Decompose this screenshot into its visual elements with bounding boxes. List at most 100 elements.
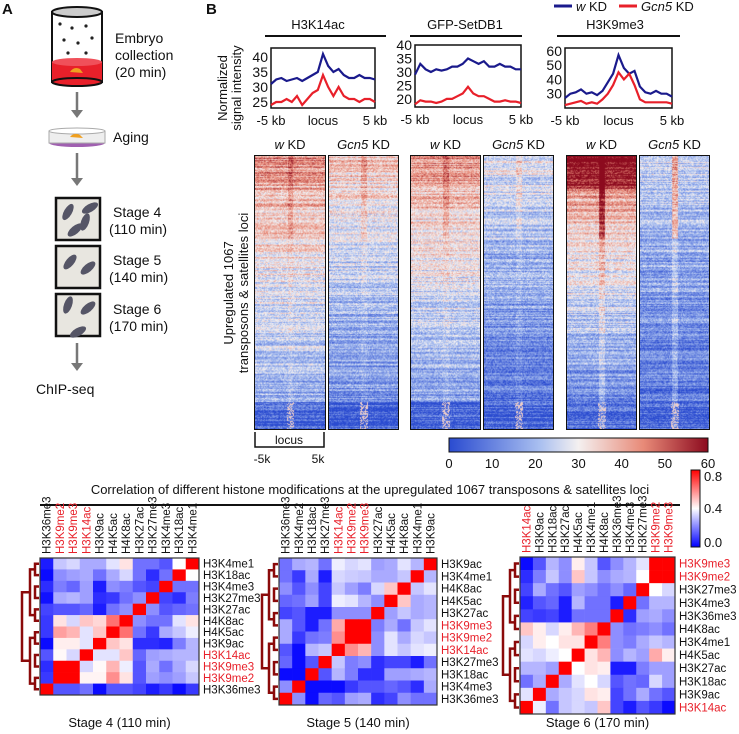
correlation-cell <box>371 582 385 596</box>
correlation-cell <box>79 603 94 616</box>
correlation-cell <box>423 631 438 645</box>
correlation-cell <box>185 626 200 639</box>
correlation-row-label: H3K27me3 <box>679 585 737 597</box>
correlation-cell <box>146 626 160 639</box>
correlation-cell <box>649 674 663 689</box>
correlation-cell <box>623 570 637 584</box>
correlation-cell <box>545 609 560 623</box>
correlation-cell <box>318 619 332 632</box>
correlation-cell <box>119 615 134 627</box>
correlation-cell <box>623 622 637 636</box>
correlation-cell <box>132 660 147 673</box>
correlation-cell <box>93 580 107 593</box>
correlation-cell <box>53 637 67 650</box>
correlation-cell <box>172 569 187 582</box>
correlation-cell <box>318 631 332 645</box>
correlation-cell <box>358 680 372 694</box>
legend: w KD Gcn5 KD <box>554 0 694 14</box>
correlation-cell <box>344 692 359 706</box>
signal-colorbar-tick: 30 <box>571 456 585 471</box>
correlation-cell <box>423 558 438 571</box>
correlation-cell <box>279 692 293 706</box>
correlation-cell <box>545 687 560 702</box>
correlation-cell <box>623 596 637 610</box>
correlation-cell <box>584 648 598 662</box>
correlation-cell <box>53 672 67 684</box>
correlation-cell <box>292 594 306 608</box>
embryo-micrograph <box>54 196 102 242</box>
correlation-cell <box>146 558 160 570</box>
correlation-cell <box>93 672 107 684</box>
correlation-cell <box>384 594 398 608</box>
correlation-cell <box>132 683 147 696</box>
correlation-column-label: H3K36me3 <box>42 496 54 554</box>
profile-y-tick: 20 <box>396 91 412 107</box>
correlation-cell <box>159 672 173 684</box>
correlation-cell <box>185 603 200 616</box>
correlation-cell <box>584 609 598 623</box>
correlation-cell <box>119 626 134 639</box>
correlation-row-label: H4K8ac <box>441 584 482 596</box>
correlation-cell <box>146 580 160 593</box>
profile-y-tick: 50 <box>546 57 562 73</box>
correlation-cell <box>344 668 359 681</box>
correlation-cell <box>410 619 425 632</box>
correlation-cell <box>106 683 120 696</box>
correlation-cell <box>53 580 67 593</box>
correlation-cell <box>119 649 134 662</box>
correlation-cell <box>146 672 160 684</box>
step-stage5-time: (140 min) <box>109 269 168 285</box>
correlation-cell <box>172 649 187 662</box>
correlation-cell <box>146 569 160 582</box>
corr-colorbar-tick: 0.0 <box>704 535 722 550</box>
correlation-cell <box>66 649 81 662</box>
correlation-column-label: H3K9me3 <box>664 502 676 553</box>
correlation-column-label: H3K9me3 <box>68 503 80 554</box>
petri-dish-icon <box>48 127 106 147</box>
correlation-cell <box>545 648 560 662</box>
correlation-cell <box>132 637 147 650</box>
correlation-cell <box>371 607 385 620</box>
correlation-cell <box>662 661 676 676</box>
correlation-cell <box>597 557 611 571</box>
correlation-cell <box>79 569 94 582</box>
correlation-cell <box>159 603 173 616</box>
correlation-cell <box>53 558 67 570</box>
correlation-cell <box>53 615 67 627</box>
correlation-cell <box>520 596 534 610</box>
correlation-cell <box>410 582 425 596</box>
correlation-cell <box>279 607 293 620</box>
correlation-cell <box>520 687 534 702</box>
correlation-cell <box>423 643 438 657</box>
correlation-cell <box>571 674 585 689</box>
correlation-row-label: H3K9ac <box>203 639 244 651</box>
correlation-cell <box>410 607 425 620</box>
correlation-cell <box>636 583 650 597</box>
profile-line-gcn5-kd <box>414 85 522 106</box>
correlation-cell <box>520 570 534 584</box>
correlation-cell <box>331 558 346 571</box>
correlation-cell <box>558 661 572 676</box>
correlation-cell <box>66 569 81 582</box>
correlation-cell <box>344 643 359 657</box>
profile-y-tick: 30 <box>252 79 268 95</box>
correlation-cell <box>358 619 372 632</box>
correlation-cell <box>93 558 107 570</box>
correlation-cell <box>172 626 187 639</box>
correlation-cell <box>597 635 611 649</box>
correlation-cell <box>159 592 173 604</box>
correlation-cell <box>292 692 306 706</box>
profile-x-tick: -5 kb <box>551 113 580 128</box>
correlation-cell <box>649 635 663 649</box>
correlation-cell <box>40 603 54 616</box>
correlation-cell <box>520 648 534 662</box>
correlation-cell <box>358 643 372 657</box>
correlation-cell <box>279 594 293 608</box>
correlation-column-label: H3K4me2 <box>294 503 306 554</box>
correlation-cell <box>305 680 319 694</box>
correlation-cell <box>532 700 547 715</box>
correlation-cell <box>571 661 585 676</box>
correlation-cell <box>597 622 611 636</box>
step-chipseq-label: ChIP-seq <box>36 381 94 397</box>
correlation-cell <box>623 648 637 662</box>
